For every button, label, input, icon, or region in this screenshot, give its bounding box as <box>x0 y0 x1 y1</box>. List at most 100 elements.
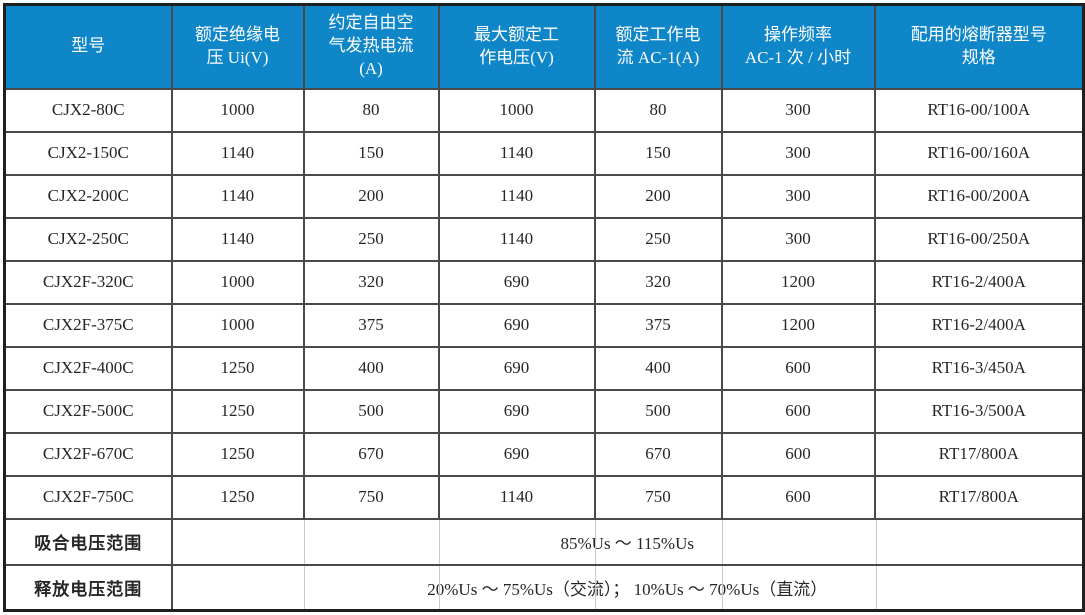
faint-grid-line <box>304 520 306 563</box>
column-header-fuse-spec: 配用的熔断器型号 规格 <box>873 3 1085 90</box>
cell-value: 1000 <box>170 302 305 348</box>
column-header-model: 型号 <box>3 3 173 90</box>
pickup-voltage-label: 吸合电压范围 <box>3 517 173 566</box>
column-header-thermal-current: 约定自由空 气发热电流 (A) <box>302 3 440 90</box>
cell-model: CJX2-250C <box>3 216 173 262</box>
cell-value: 200 <box>593 173 723 219</box>
cell-value: 1250 <box>170 388 305 434</box>
cell-value: 750 <box>593 474 723 520</box>
cell-value: 80 <box>302 87 440 133</box>
cell-value: 300 <box>720 216 876 262</box>
cell-value: 375 <box>302 302 440 348</box>
cell-value: 750 <box>302 474 440 520</box>
cell-value: 600 <box>720 474 876 520</box>
cell-value: 400 <box>302 345 440 391</box>
cell-value: 1140 <box>170 216 305 262</box>
cell-value: 690 <box>437 259 596 305</box>
cell-value: 1250 <box>170 474 305 520</box>
cell-model: CJX2F-670C <box>3 431 173 477</box>
cell-value: 1140 <box>437 173 596 219</box>
table-row: CJX2F-400C 1250 400 690 400 600 RT16-3/4… <box>3 345 1085 391</box>
cell-model: CJX2-80C <box>3 87 173 133</box>
cell-value: 300 <box>720 87 876 133</box>
cell-fuse: RT16-00/200A <box>873 173 1085 219</box>
cell-value: 150 <box>302 130 440 176</box>
cell-fuse: RT16-00/100A <box>873 87 1085 133</box>
cell-value: 1200 <box>720 302 876 348</box>
release-voltage-label: 释放电压范围 <box>3 563 173 612</box>
cell-value: 80 <box>593 87 723 133</box>
cell-value: 600 <box>720 345 876 391</box>
cell-value: 670 <box>593 431 723 477</box>
table-row: CJX2-250C 1140 250 1140 250 300 RT16-00/… <box>3 216 1085 262</box>
cell-value: 600 <box>720 431 876 477</box>
cell-model: CJX2F-375C <box>3 302 173 348</box>
cell-value: 1140 <box>437 130 596 176</box>
cell-value: 500 <box>302 388 440 434</box>
cell-value: 690 <box>437 388 596 434</box>
cell-fuse: RT16-00/160A <box>873 130 1085 176</box>
cell-value: 600 <box>720 388 876 434</box>
cell-value: 500 <box>593 388 723 434</box>
table-row: CJX2-150C 1140 150 1140 150 300 RT16-00/… <box>3 130 1085 176</box>
cell-value: 320 <box>593 259 723 305</box>
cell-value: 690 <box>437 302 596 348</box>
cell-value: 690 <box>437 345 596 391</box>
cell-value: 1000 <box>170 259 305 305</box>
cell-value: 200 <box>302 173 440 219</box>
table-row: CJX2F-750C 1250 750 1140 750 600 RT17/80… <box>3 474 1085 520</box>
cell-fuse: RT17/800A <box>873 431 1085 477</box>
cell-model: CJX2F-400C <box>3 345 173 391</box>
column-header-max-working-voltage: 最大额定工 作电压(V) <box>437 3 596 90</box>
cell-value: 150 <box>593 130 723 176</box>
cell-value: 1140 <box>170 130 305 176</box>
table-row: CJX2F-500C 1250 500 690 500 600 RT16-3/5… <box>3 388 1085 434</box>
table-row: CJX2F-375C 1000 375 690 375 1200 RT16-2/… <box>3 302 1085 348</box>
cell-fuse: RT16-3/450A <box>873 345 1085 391</box>
faint-grid-line <box>875 566 877 609</box>
cell-fuse: RT16-2/400A <box>873 259 1085 305</box>
cell-model: CJX2-200C <box>3 173 173 219</box>
cell-value: 320 <box>302 259 440 305</box>
faint-grid-line <box>721 520 723 563</box>
cell-value: 670 <box>302 431 440 477</box>
cell-value: 400 <box>593 345 723 391</box>
column-header-insulation-voltage: 额定绝缘电 压 Ui(V) <box>170 3 305 90</box>
release-voltage-value: 20%Us ～ 75%Us（交流）； 10%Us ～ 70%Us（直流） <box>170 563 1085 612</box>
cell-value: 1000 <box>170 87 305 133</box>
contactor-spec-table: 型号 额定绝缘电 压 Ui(V) 约定自由空 气发热电流 (A) 最大额定工 作… <box>3 3 1085 612</box>
cell-fuse: RT16-3/500A <box>873 388 1085 434</box>
faint-grid-line <box>875 520 877 563</box>
cell-fuse: RT17/800A <box>873 474 1085 520</box>
faint-grid-line <box>304 566 306 609</box>
table-row: CJX2F-670C 1250 670 690 670 600 RT17/800… <box>3 431 1085 477</box>
table-row: CJX2-80C 1000 80 1000 80 300 RT16-00/100… <box>3 87 1085 133</box>
header-row: 型号 额定绝缘电 压 Ui(V) 约定自由空 气发热电流 (A) 最大额定工 作… <box>3 3 1085 90</box>
cell-value: 300 <box>720 130 876 176</box>
cell-value: 1250 <box>170 431 305 477</box>
cell-model: CJX2F-320C <box>3 259 173 305</box>
cell-fuse: RT16-2/400A <box>873 302 1085 348</box>
cell-value: 250 <box>593 216 723 262</box>
cell-value: 1140 <box>437 216 596 262</box>
cell-value: 1140 <box>437 474 596 520</box>
cell-fuse: RT16-00/250A <box>873 216 1085 262</box>
release-voltage-text: 20%Us ～ 75%Us（交流）； 10%Us ～ 70%Us（直流） <box>427 579 828 599</box>
cell-value: 375 <box>593 302 723 348</box>
cell-value: 1200 <box>720 259 876 305</box>
faint-grid-line <box>438 520 440 563</box>
column-header-operation-frequency: 操作频率 AC-1 次 / 小时 <box>720 3 876 90</box>
column-header-working-current: 额定工作电 流 AC-1(A) <box>593 3 723 90</box>
cell-value: 1250 <box>170 345 305 391</box>
release-voltage-row: 释放电压范围 20%Us ～ 75%Us（交流）； 10%Us ～ 70%Us（… <box>3 563 1085 612</box>
table-row: CJX2-200C 1140 200 1140 200 300 RT16-00/… <box>3 173 1085 219</box>
cell-value: 1140 <box>170 173 305 219</box>
cell-model: CJX2F-500C <box>3 388 173 434</box>
cell-value: 250 <box>302 216 440 262</box>
pickup-voltage-text: 85%Us ～ 115%Us <box>560 534 694 553</box>
table-row: CJX2F-320C 1000 320 690 320 1200 RT16-2/… <box>3 259 1085 305</box>
cell-model: CJX2-150C <box>3 130 173 176</box>
cell-value: 300 <box>720 173 876 219</box>
pickup-voltage-row: 吸合电压范围 85%Us ～ 115%Us <box>3 517 1085 566</box>
cell-value: 690 <box>437 431 596 477</box>
